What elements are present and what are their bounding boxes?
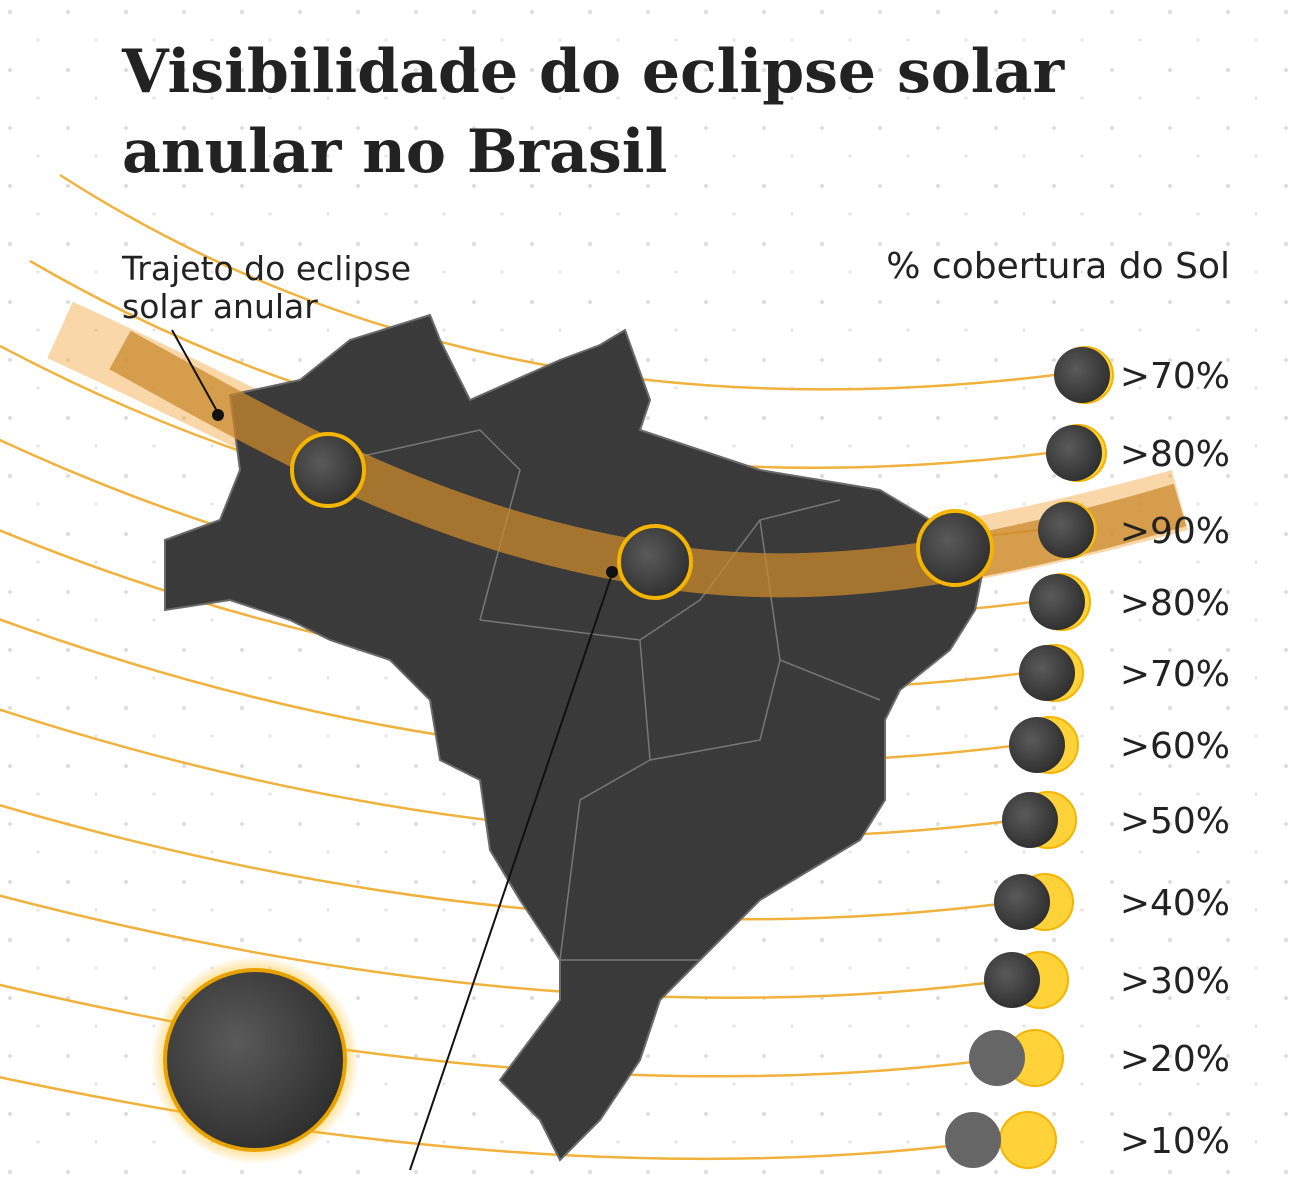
legend-label: >60% xyxy=(1120,726,1230,767)
coverage-arc xyxy=(0,894,1011,1000)
legend-moon xyxy=(984,952,1040,1008)
legend-sun xyxy=(999,1111,1057,1169)
legend-label: >30% xyxy=(1120,961,1230,1002)
legend-moon xyxy=(1019,645,1075,701)
legend-moon xyxy=(994,874,1050,930)
big-moon xyxy=(163,968,347,1152)
path-moons xyxy=(290,432,994,600)
legend-label: >70% xyxy=(1120,654,1230,695)
legend-label: >80% xyxy=(1120,434,1230,475)
title-line: Visibilidade do eclipse solar xyxy=(121,37,1065,107)
state-borders xyxy=(299,429,881,961)
legend: >70% >80% >90% >80% >70% >60% >50% >40% >30% >20%… xyxy=(945,346,1230,1169)
legend-moon xyxy=(1038,502,1094,558)
legend-moon xyxy=(969,1030,1025,1086)
coverage-arc xyxy=(0,983,1006,1078)
legend-label: >20% xyxy=(1120,1039,1230,1080)
coverage-arc xyxy=(59,173,1056,391)
legend-moon xyxy=(1054,347,1110,403)
legend-label: >50% xyxy=(1120,801,1230,842)
legend-moon xyxy=(1046,425,1102,481)
legend-label: >70% xyxy=(1120,356,1230,397)
coverage-arc xyxy=(0,1076,999,1161)
coverage-arc xyxy=(0,803,1016,921)
legend-moon xyxy=(1029,574,1085,630)
legend-label: >90% xyxy=(1120,511,1230,552)
legend-title: % cobertura do Sol xyxy=(886,246,1230,287)
legend-label: >40% xyxy=(1120,883,1230,924)
title-line: anular no Brasil xyxy=(122,117,667,187)
legend-label: >80% xyxy=(1120,583,1230,624)
annotation-line: Trajeto do eclipse xyxy=(121,249,411,288)
leader-lines xyxy=(171,329,618,1171)
legend-moon xyxy=(1009,717,1065,773)
annotation-line: solar anular xyxy=(122,287,318,326)
legend-label: >10% xyxy=(1120,1121,1230,1162)
legend-moon xyxy=(1002,792,1058,848)
legend-moon xyxy=(945,1112,1001,1168)
